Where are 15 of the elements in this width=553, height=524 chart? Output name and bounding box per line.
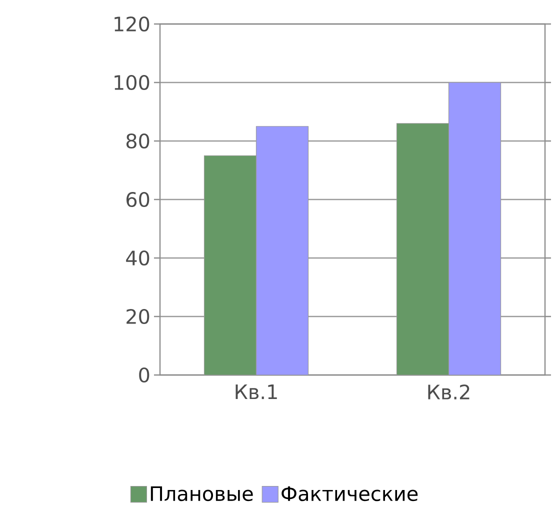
legend-label: Фактические	[282, 486, 418, 502]
y-tick-label: 40	[126, 250, 150, 266]
y-tick-label: 0	[139, 367, 150, 383]
y-tick-label: 60	[126, 192, 150, 208]
bar	[256, 126, 309, 375]
legend-label: Плановые	[150, 486, 253, 502]
y-tick-label: 80	[126, 133, 150, 149]
y-tick-label: 120	[114, 16, 150, 32]
x-tick-label: Кв.2	[428, 384, 470, 400]
x-tick-label: Кв.1	[236, 384, 277, 400]
bar	[204, 155, 257, 375]
y-tick-label: 100	[114, 74, 150, 90]
y-tick-label: 20	[126, 308, 150, 324]
bar	[448, 82, 502, 375]
bar	[396, 123, 450, 375]
